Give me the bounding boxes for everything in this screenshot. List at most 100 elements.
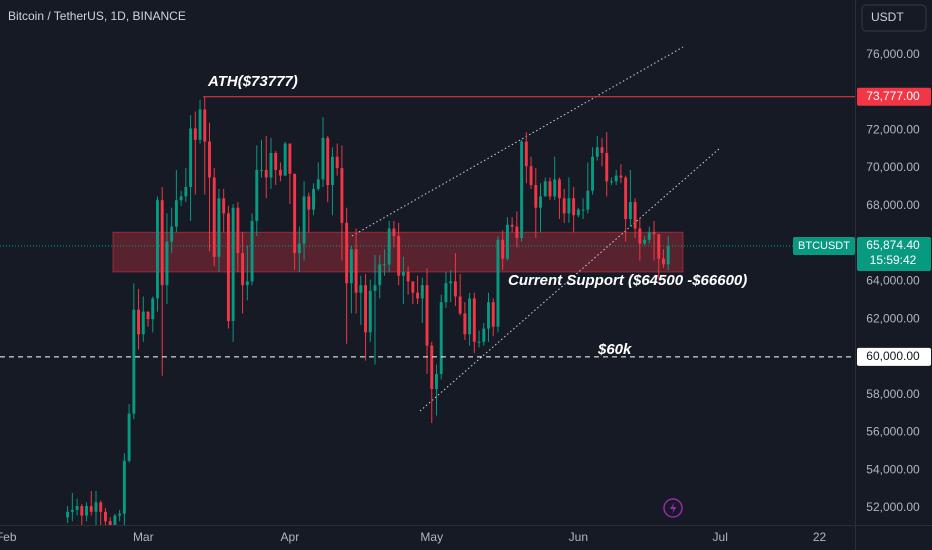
candle-body [316, 179, 320, 189]
candle-body [496, 239, 500, 327]
candle-body [349, 249, 353, 284]
candle-body [392, 228, 396, 237]
candle-body [576, 209, 580, 216]
candle-body [477, 341, 481, 343]
candle-body [520, 141, 524, 238]
candle-body [383, 264, 386, 266]
annotation: Current Support ($64500 -$66600) [508, 272, 747, 289]
candle-body [572, 198, 576, 216]
candle-body [614, 175, 618, 182]
candle-body [463, 313, 467, 335]
candle-body [524, 141, 528, 167]
y-tick-label: 56,000.00 [866, 425, 920, 439]
candle-body [269, 152, 273, 178]
candle-body [302, 196, 306, 244]
x-tick-label: May [420, 530, 443, 544]
candle-body [425, 285, 429, 346]
event-icon[interactable] [663, 498, 683, 518]
candle-body [264, 169, 268, 178]
currency-button[interactable] [861, 4, 927, 32]
candle-body [553, 179, 557, 197]
candle-body [94, 502, 98, 512]
candle-body [297, 243, 301, 254]
y-tick-label: 72,000.00 [866, 122, 920, 136]
candle-body [274, 152, 278, 170]
candle-body [312, 188, 315, 210]
x-tick-label: Apr [281, 530, 300, 544]
candle-body [539, 196, 542, 208]
last-price-label: 65,874.40 [866, 238, 920, 252]
candle-body [203, 109, 207, 142]
candle-body [250, 220, 254, 282]
candle-body [146, 311, 150, 320]
candle-body [260, 169, 263, 171]
candle-body [662, 258, 665, 265]
price-label: 60,000.00 [866, 349, 920, 363]
last-price-box [857, 236, 931, 271]
x-tick-label: Feb [0, 530, 17, 544]
x-tick-label: Jun [569, 530, 588, 544]
candle-body [406, 271, 410, 282]
candle-body [222, 198, 226, 214]
candle-body [141, 311, 145, 335]
x-tick-label: Jul [713, 530, 728, 544]
candle-body [397, 236, 401, 276]
candle-body [515, 226, 519, 238]
candle-body [122, 460, 126, 514]
candle-body [208, 141, 211, 178]
y-tick-label: 64,000.00 [866, 274, 920, 288]
y-tick-label: 58,000.00 [866, 387, 920, 401]
candle-body [321, 137, 325, 180]
candle-body [174, 200, 178, 227]
candle-body [501, 239, 505, 259]
candle-body [628, 202, 632, 220]
candle-body [591, 156, 595, 191]
candle-body [449, 281, 453, 284]
candle-body [283, 143, 287, 176]
candle-body [581, 209, 585, 211]
candle-body [354, 249, 358, 293]
y-tick-label: 68,000.00 [866, 198, 920, 212]
candle-body [487, 302, 490, 329]
candle-body [103, 511, 107, 522]
candle-body [335, 156, 339, 169]
candle-body [420, 285, 424, 299]
candle-body [212, 177, 216, 257]
candle-body [245, 281, 249, 286]
y-tick-label: 54,000.00 [866, 462, 920, 476]
annotation: ATH($73777) [207, 73, 298, 90]
candle-body [468, 298, 472, 335]
candle-body [184, 186, 188, 197]
candle-body [330, 156, 334, 186]
candle-body [113, 515, 117, 525]
price-label-box [857, 347, 931, 366]
candle-body [75, 506, 79, 510]
y-tick-label: 52,000.00 [866, 500, 920, 514]
candle-body [666, 245, 670, 265]
symbol-title: Bitcoin / TetherUS, 1D, BINANCE [8, 9, 186, 23]
y-tick-label: 62,000.00 [866, 311, 920, 325]
candle-body [624, 177, 628, 220]
candle-body [326, 137, 330, 186]
candle-body [89, 506, 93, 512]
candle-body [137, 309, 141, 335]
candle-body [170, 226, 174, 242]
candle-body [600, 147, 604, 153]
trend-line-lower [419, 147, 721, 412]
candle-body [364, 285, 368, 333]
candle-body [562, 198, 566, 214]
candle-body [160, 200, 164, 286]
candle-body [652, 232, 656, 235]
candle-body [288, 143, 292, 174]
candle-body [278, 169, 282, 176]
symbol-label: BTCUSDT [798, 240, 850, 252]
currency-label[interactable]: USDT [871, 10, 904, 24]
candle-body [373, 285, 377, 291]
candle-body [548, 181, 552, 197]
event-icon-bolt[interactable] [670, 502, 677, 514]
countdown-label: 15:59:42 [870, 253, 917, 267]
symbol-box [793, 236, 855, 255]
candle-body [458, 296, 462, 314]
